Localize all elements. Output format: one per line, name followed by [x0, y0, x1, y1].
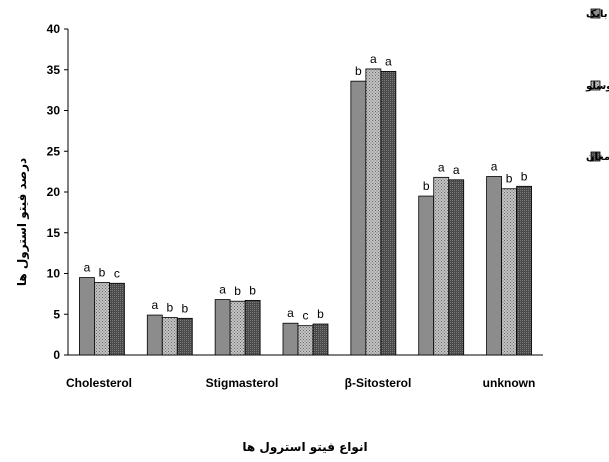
significance-label: c	[303, 309, 309, 323]
bar	[161, 317, 178, 356]
y-tick-label: 35	[47, 63, 61, 77]
significance-label: a	[438, 160, 445, 174]
x-axis-title: انواع فیتو استرول ها	[242, 440, 367, 455]
y-tick-label: 10	[47, 267, 61, 281]
bar	[350, 80, 367, 356]
y-tick-label: 25	[47, 144, 61, 158]
y-tick-label: 0	[53, 348, 60, 362]
bar	[146, 314, 163, 356]
significance-label: c	[114, 266, 120, 280]
significance-label: a	[491, 160, 498, 174]
y-tick-label: 5	[53, 307, 60, 321]
bar	[214, 299, 231, 356]
legend-swatch	[590, 151, 601, 162]
y-tick-label: 20	[47, 185, 61, 199]
category-label: Cholesterol	[66, 376, 132, 390]
significance-label: a	[219, 283, 226, 297]
bar	[244, 299, 261, 356]
legend-label: اکوتیپ مغان	[586, 152, 609, 163]
bar	[94, 282, 110, 356]
bar	[312, 323, 329, 356]
bar	[297, 325, 314, 356]
legend-swatch	[590, 8, 601, 19]
significance-label: a	[84, 261, 91, 275]
legend-label: اکوتیپ قلعه بابک	[586, 9, 609, 20]
significance-label: b	[166, 301, 173, 315]
bar	[282, 322, 299, 356]
significance-label: b	[99, 265, 106, 279]
y-tick-label: 15	[47, 226, 61, 240]
significance-label: b	[181, 301, 188, 315]
bar	[79, 277, 95, 356]
category-label: unknown	[483, 376, 536, 390]
bar	[365, 68, 382, 356]
significance-label: a	[287, 306, 294, 320]
legend-label: اکوتیپ خروسلو	[585, 81, 609, 92]
significance-label: a	[370, 52, 377, 66]
significance-label: b	[249, 283, 256, 297]
significance-label: b	[234, 284, 241, 298]
significance-label: b	[355, 64, 362, 78]
bar	[486, 176, 502, 356]
significance-label: b	[521, 169, 528, 183]
significance-label: a	[453, 163, 460, 177]
significance-label: a	[385, 54, 392, 68]
significance-label: a	[151, 298, 158, 312]
significance-label: b	[317, 307, 324, 321]
significance-label: b	[423, 179, 430, 193]
significance-label: b	[506, 172, 513, 186]
category-label: Stigmasterol	[206, 376, 279, 390]
bar	[448, 179, 465, 356]
bar	[109, 282, 125, 356]
bar	[176, 317, 193, 356]
legend: اکوتیپ قلعه بابک اکوتیپ خروسلو اکوتیپ مغان	[585, 8, 609, 163]
legend-swatch	[590, 80, 601, 91]
bar	[516, 185, 532, 356]
category-label: β-Sitosterol	[345, 376, 412, 390]
y-tick-label: 30	[47, 104, 61, 118]
bar	[501, 188, 517, 356]
y-tick-label: 40	[47, 22, 61, 36]
bar	[380, 70, 397, 356]
bar	[229, 300, 246, 356]
bar	[418, 195, 435, 356]
bar	[433, 176, 450, 356]
y-axis-title: درصد فیتو استرول ها	[15, 158, 30, 286]
